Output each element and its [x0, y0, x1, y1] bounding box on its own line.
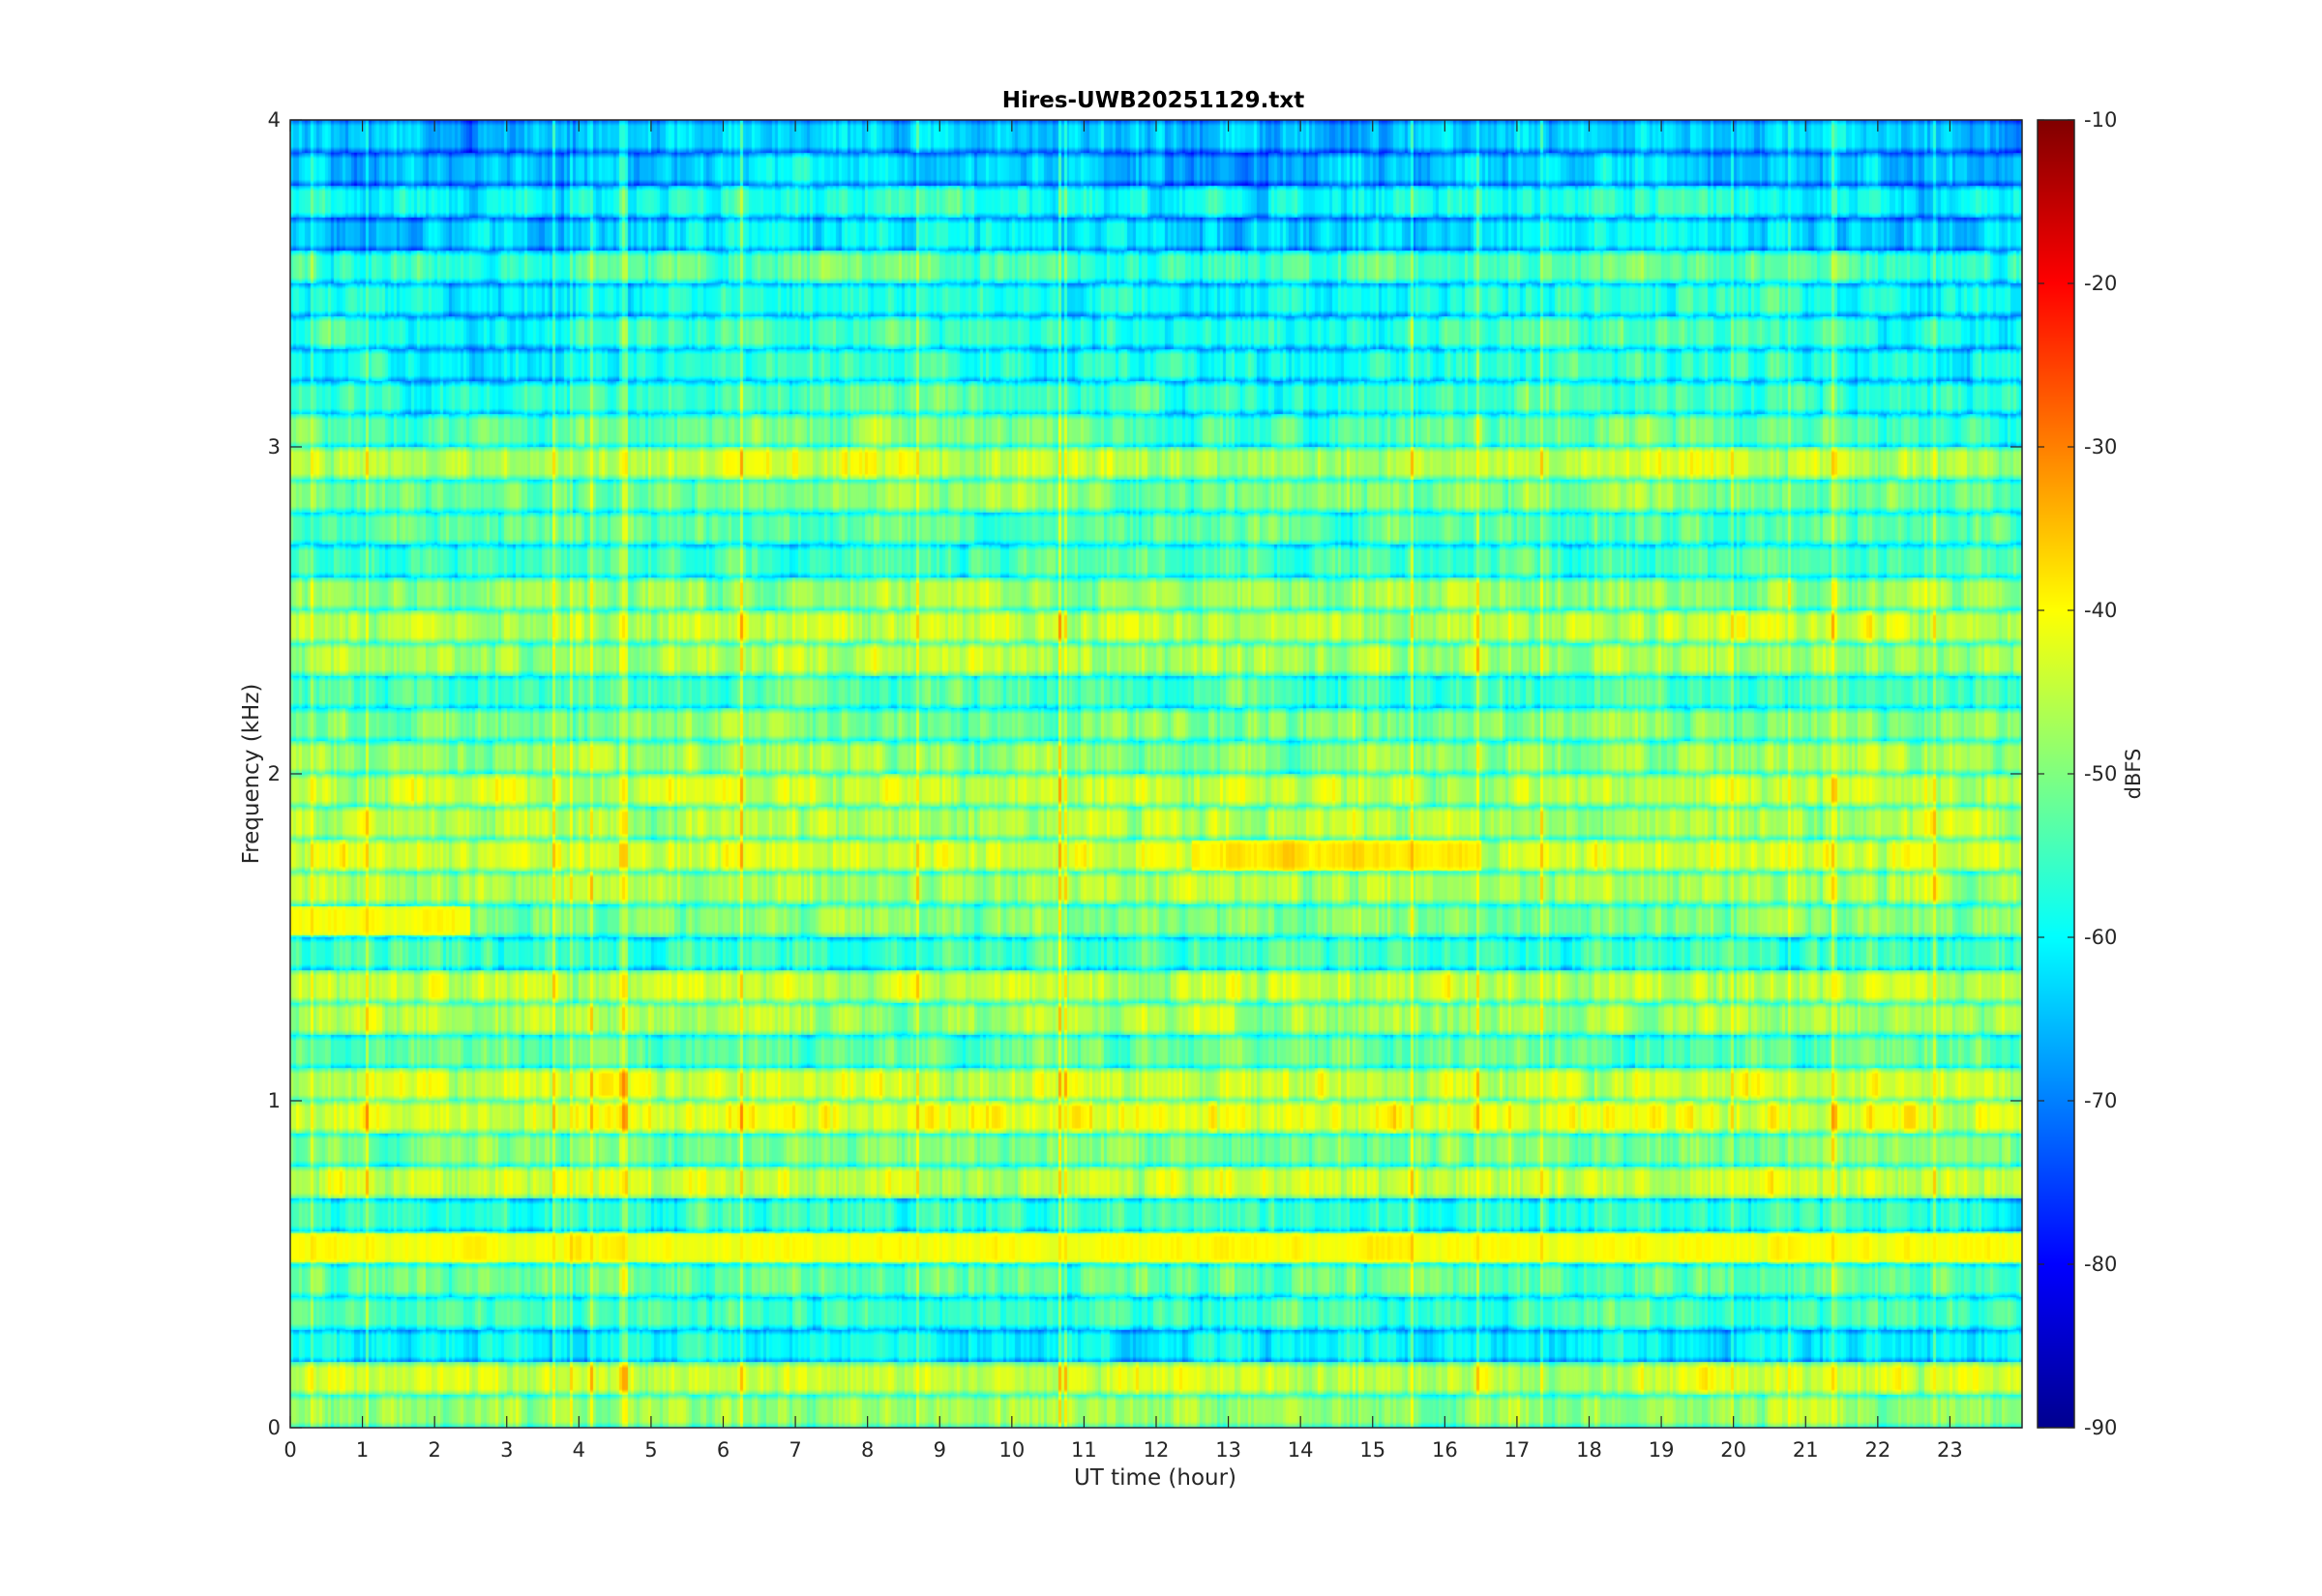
spectrogram-canvas-container [290, 120, 2022, 1428]
x-tick-label: 0 [283, 1438, 296, 1462]
y-tick-label: 0 [268, 1416, 281, 1439]
x-axis: 0 1 2 3 4 5 6 7 8 9 10 11 12 13 14 15 16 17 18 19 20 21 22 23 [283, 120, 1963, 1462]
colorbar: -90 -80 -70 -60 -50 -40 -30 -20 -10 dBFS [2037, 108, 2145, 1439]
x-tick-label: 7 [789, 1438, 801, 1462]
colorbar-tick-label: -60 [2084, 926, 2117, 949]
x-tick-label: 4 [573, 1438, 585, 1462]
x-tick-label: 9 [934, 1438, 946, 1462]
colorbar-tick-label: -70 [2084, 1089, 2117, 1112]
y-tick-label: 3 [268, 435, 281, 458]
spectrogram-image [290, 120, 2022, 1428]
x-tick-label: 16 [1432, 1438, 1458, 1462]
colorbar-tick-label: -40 [2084, 599, 2117, 622]
y-tick-label: 4 [268, 108, 281, 132]
y-axis: 0 1 2 3 4 [268, 108, 2022, 1439]
plot-area [289, 119, 2023, 1429]
x-tick-label: 15 [1359, 1438, 1385, 1462]
x-tick-label: 13 [1215, 1438, 1241, 1462]
y-tick-label: 2 [268, 762, 281, 785]
x-tick-label: 2 [428, 1438, 440, 1462]
x-tick-label: 14 [1288, 1438, 1314, 1462]
x-tick-label: 1 [356, 1438, 369, 1462]
colorbar-tick-label: -10 [2084, 108, 2117, 132]
colorbar-tick-label: -20 [2084, 272, 2117, 295]
chart-title: Hires-UWB20251129.txt [1002, 88, 1304, 113]
x-tick-label: 11 [1071, 1438, 1097, 1462]
colorbar-tick-label: -30 [2084, 435, 2117, 458]
x-tick-label: 21 [1793, 1438, 1819, 1462]
colorbar-label: dBFS [2122, 749, 2145, 800]
x-tick-label: 23 [1937, 1438, 1963, 1462]
colorbar-tick-label: -80 [2084, 1253, 2117, 1276]
colorbar-tick-label: -50 [2084, 762, 2117, 785]
colorbar-tick-label: -90 [2084, 1416, 2117, 1439]
y-axis-label: Frequency (kHz) [239, 684, 264, 865]
x-tick-label: 19 [1649, 1438, 1675, 1462]
y-tick-label: 1 [268, 1089, 281, 1112]
x-tick-label: 5 [644, 1438, 657, 1462]
x-tick-label: 3 [500, 1438, 513, 1462]
x-tick-label: 17 [1504, 1438, 1531, 1462]
x-tick-label: 22 [1864, 1438, 1890, 1462]
colorbar-axis: -90 -80 -70 -60 -50 -40 -30 -20 -10 [2038, 108, 2117, 1439]
x-tick-label: 10 [998, 1438, 1025, 1462]
x-tick-label: 6 [717, 1438, 729, 1462]
x-tick-label: 18 [1576, 1438, 1602, 1462]
x-tick-label: 20 [1720, 1438, 1746, 1462]
x-tick-label: 12 [1144, 1438, 1170, 1462]
x-tick-label: 8 [861, 1438, 874, 1462]
x-axis-label: UT time (hour) [1074, 1465, 1236, 1491]
